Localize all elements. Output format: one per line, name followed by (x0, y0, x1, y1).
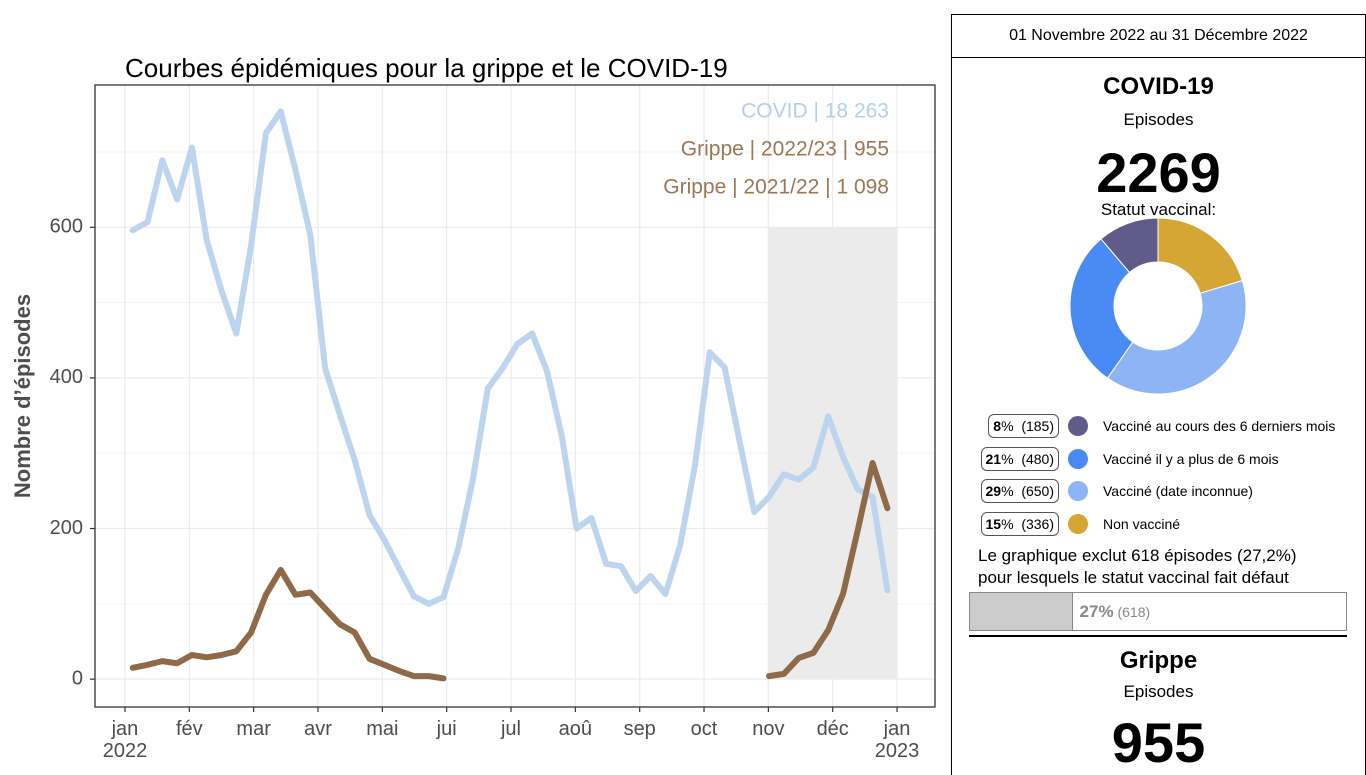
missing-bar-fill (970, 593, 1073, 630)
pct-unit: % (1001, 450, 1014, 467)
legend-label: Non vacciné (1103, 515, 1181, 532)
missing-bar: 27% (618) (969, 592, 1347, 631)
covid-title: COVID-19 (1103, 73, 1214, 100)
x-tick-label: jan 2023 (874, 718, 920, 762)
pct-unit: % (1098, 602, 1114, 621)
highlight-period (768, 227, 898, 680)
x-tick-label: oct (690, 718, 718, 740)
pct-unit: % (1001, 418, 1014, 434)
x-tick-label: jui (436, 718, 457, 740)
covid-subtitle: Episodes (1123, 110, 1194, 129)
legend-row: 29% (650) Vacciné (date inconnue) (952, 479, 1365, 503)
series-line (766, 460, 891, 680)
count: (185) (1021, 418, 1054, 434)
note-line: pour lesquels le statut vaccinal fait dé… (978, 568, 1289, 587)
x-tick-label: jan 2022 (102, 718, 148, 762)
status-title: Statut vaccinal: (1100, 200, 1217, 219)
legend-row: 8% (185) Vacciné au cours des 6 derniers … (952, 414, 1365, 438)
count: (650) (1021, 483, 1054, 499)
legend-label: Vacciné il y a plus de 6 mois (1103, 450, 1279, 467)
x-tick-label: aoû (558, 718, 593, 740)
donut-chart (1069, 217, 1247, 395)
period: 01 Novembre 2022 au 31 Décembre 2022 (952, 15, 1365, 58)
legend-entry: COVID | 18 263 (741, 100, 889, 123)
missing-pct: 27 (1079, 602, 1099, 621)
count: (480) (1021, 450, 1054, 467)
grippe-title: Grippe (1119, 647, 1198, 674)
y-tick-label: 400 (50, 366, 83, 388)
legend-swatch (1068, 448, 1088, 469)
badge: 29% (650) (980, 479, 1059, 503)
separator (969, 635, 1347, 637)
missing-count: (618) (1117, 604, 1151, 620)
pct: 29 (985, 483, 1002, 499)
x-tick-label: fév (175, 718, 203, 740)
note-line: Le graphique exclut 618 épisodes (27,2%) (978, 546, 1297, 565)
donut-segment (1100, 217, 1159, 274)
badge: 15% (336) (980, 511, 1059, 536)
legend-swatch (1068, 416, 1088, 436)
legend-label: Vacciné (date inconnue) (1103, 483, 1253, 499)
series-line (129, 108, 891, 607)
legend-entry: Grippe | 2022/23 | 955 (681, 138, 889, 161)
x-tick-label: sep (623, 718, 656, 740)
y-axis-title: Nombre d’épisodes (10, 294, 35, 498)
badge: 21% (480) (980, 446, 1059, 471)
missing-label: 27% (618) (1072, 593, 1151, 631)
x-tick-label: nov (752, 718, 785, 740)
pct-unit: % (1001, 515, 1014, 532)
plot-frame (94, 84, 936, 708)
covid-count: 2269 (1096, 141, 1221, 204)
chart-title: Courbes épidémiques pour la grippe et le… (125, 53, 728, 83)
legend-row: 15% (336) Non vacciné (952, 511, 1365, 536)
y-tick-label: 0 (72, 667, 83, 689)
legend-swatch (1068, 481, 1088, 501)
legend-swatch (1068, 513, 1088, 534)
chart: Courbes épidémiques pour la grippe et le… (10, 53, 936, 712)
pct-unit: % (1001, 483, 1014, 499)
summary-panel: 01 Novembre 2022 au 31 Décembre 2022 COV… (951, 14, 1366, 775)
series-line (129, 566, 447, 682)
x-tick-label: jul (500, 718, 521, 740)
y-tick-label: 200 (50, 517, 83, 539)
x-tick-label: déc (816, 718, 849, 740)
count: (336) (1021, 515, 1054, 532)
x-tick-label: avr (304, 718, 332, 740)
x-tick-label: mar (236, 718, 271, 740)
badge: 8% (185) (988, 414, 1059, 438)
legend-row: 21% (480) Vacciné il y a plus de 6 mois (952, 446, 1365, 471)
pct: 8 (993, 418, 1002, 434)
donut-segment (1069, 238, 1134, 379)
y-tick-label: 600 (50, 216, 83, 238)
pct: 21 (985, 450, 1002, 467)
donut-segment (1106, 280, 1247, 395)
grippe-count: 955 (1111, 711, 1206, 774)
legend-label: Vacciné au cours des 6 derniers mois (1103, 418, 1336, 434)
donut-segment (1157, 217, 1243, 294)
legend-entry: Grippe | 2021/22 | 1 098 (663, 176, 889, 199)
x-tick-label: mai (366, 718, 399, 740)
grippe-subtitle: Episodes (1123, 682, 1194, 701)
pct: 15 (985, 515, 1002, 532)
